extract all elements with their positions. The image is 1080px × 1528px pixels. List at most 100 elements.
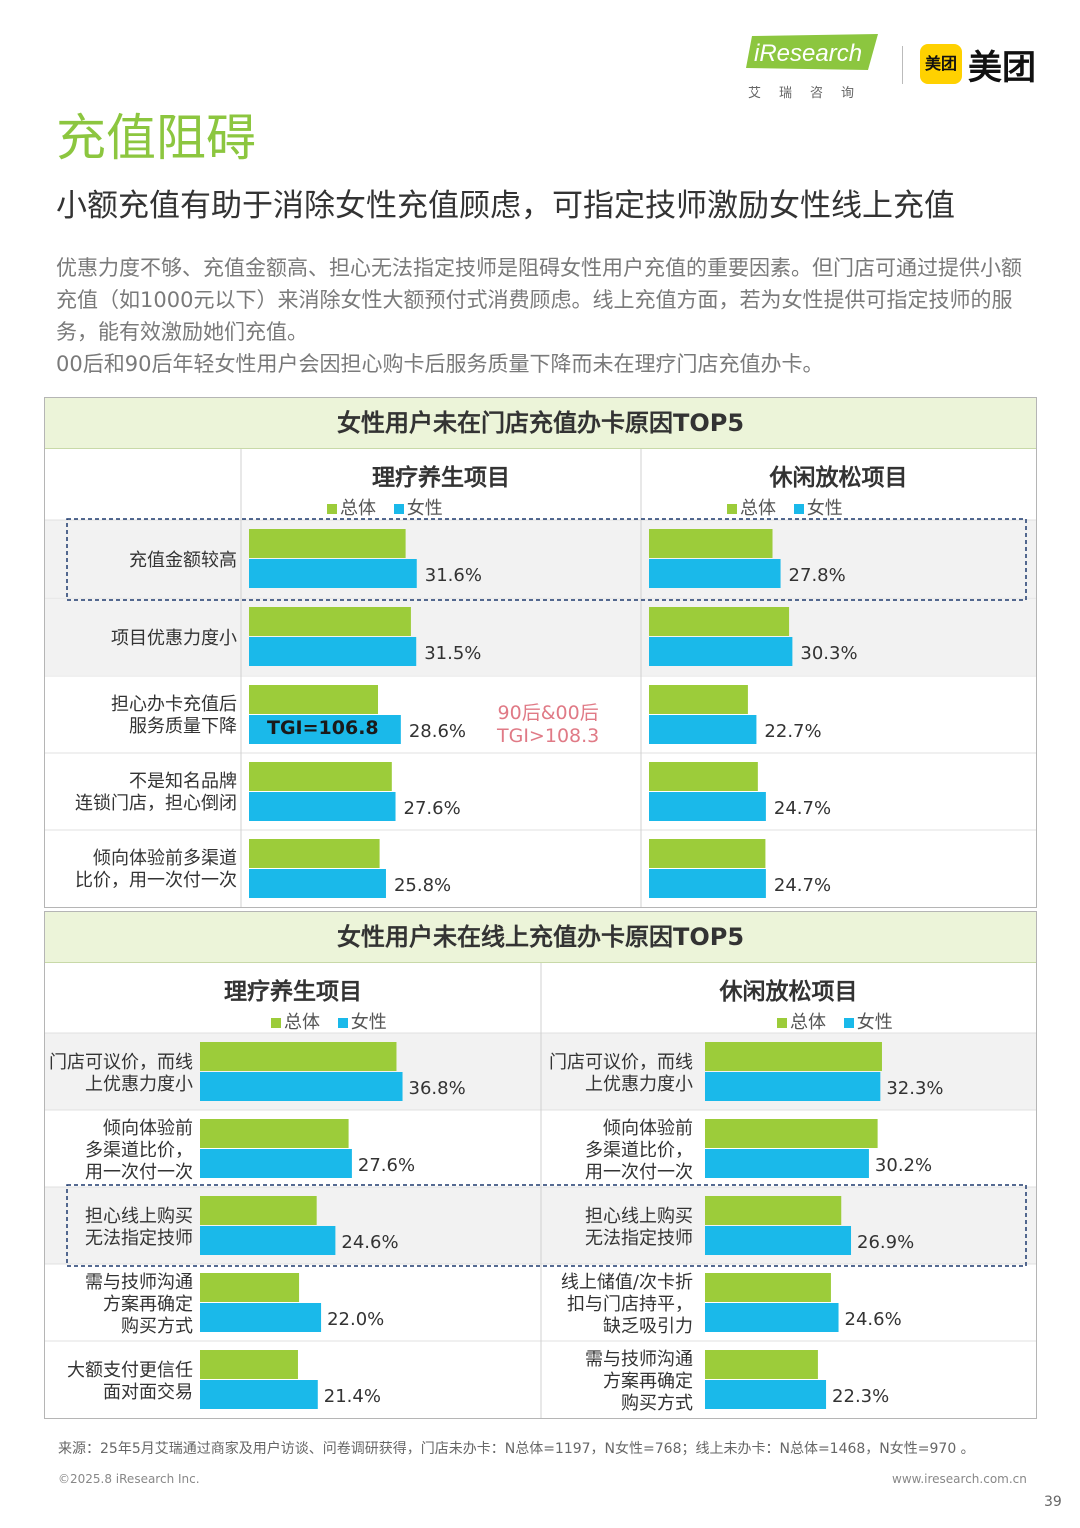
bar-female	[705, 1226, 852, 1255]
bar-female	[249, 559, 417, 588]
highlight-box	[66, 1184, 1027, 1267]
bar-overall	[649, 839, 766, 868]
logo-divider	[902, 46, 903, 84]
legend-label-female: 女性	[406, 498, 443, 519]
bar-overall	[200, 1273, 300, 1302]
chart-store-col-head-1: 理疗养生项目	[372, 465, 510, 491]
online-right-label-5: 需与技师沟通 方案再确定 购买方式	[585, 1349, 693, 1414]
bar-female	[200, 1303, 322, 1332]
online-right-label-4: 线上储值/次卡折 扣与门店持平， 缺乏吸引力	[560, 1272, 693, 1337]
data-label: 36.8%	[409, 1078, 466, 1099]
store-row-label-1: 充值金额较高	[129, 550, 237, 571]
bar-overall	[200, 1196, 317, 1225]
body-paragraph-2: 00后和90后年轻女性用户会因担心购卡后服务质量下降而未在理疗门店充值办卡。	[56, 352, 824, 376]
data-label: 22.3%	[832, 1386, 889, 1407]
chart-store-title: 女性用户未在门店充值办卡原因TOP5	[45, 398, 1036, 449]
data-label: 28.6%	[409, 721, 466, 742]
online-left-label-2: 倾向体验前 多渠道比价， 用一次付一次	[85, 1118, 193, 1183]
legend-swatch-overall	[271, 1018, 281, 1028]
legend-label-female: 女性	[350, 1012, 387, 1033]
bar-female	[705, 1303, 839, 1332]
bar-overall	[649, 685, 748, 714]
bar-female	[649, 792, 766, 821]
legend-swatch-female	[793, 504, 804, 514]
data-label: 26.9%	[857, 1232, 914, 1253]
data-label: 21.4%	[324, 1386, 381, 1407]
store-row-label-3: 担心办卡充值后 服务质量下降	[111, 694, 237, 737]
bar-female	[200, 1380, 318, 1409]
bar-female	[705, 1072, 881, 1101]
data-label: 25.8%	[394, 875, 451, 896]
bar-overall	[200, 1119, 349, 1148]
meituan-logo-text: 美团	[968, 48, 1036, 88]
store-row-label-2: 项目优惠力度小	[111, 628, 237, 649]
chart-online-col-head-2: 休闲放松项目	[719, 979, 858, 1005]
bar-overall	[649, 529, 773, 558]
age-tgi-note: 90后&00后 TGI>108.3	[497, 702, 600, 747]
store-row-bg	[45, 753, 1036, 830]
bar-female	[649, 559, 781, 588]
bar-female	[649, 869, 766, 898]
legend-label-overall: 总体	[790, 1012, 826, 1033]
data-label: 24.7%	[774, 875, 831, 896]
data-label: 31.6%	[425, 565, 482, 586]
tgi-annotation: TGI=106.8	[267, 717, 379, 739]
bar-overall	[249, 529, 406, 558]
legend-swatch-overall	[727, 504, 737, 514]
store-row-bg	[45, 830, 1036, 907]
data-label: 24.6%	[341, 1232, 398, 1253]
data-label: 30.3%	[800, 643, 857, 664]
bar-female	[249, 637, 417, 666]
data-label: 32.3%	[886, 1078, 943, 1099]
page-subtitle: 小额充值有助于消除女性充值顾虑，可指定技师激励女性线上充值	[56, 188, 955, 224]
online-right-label-2: 倾向体验前 多渠道比价， 用一次付一次	[585, 1118, 693, 1183]
store-row-label-5: 倾向体验前多渠道 比价，用一次付一次	[75, 848, 237, 891]
online-left-label-4: 需与技师沟通 方案再确定 购买方式	[85, 1272, 193, 1337]
bar-overall	[249, 685, 379, 714]
data-label: 27.6%	[358, 1155, 415, 1176]
bar-overall	[705, 1273, 831, 1302]
legend-label-female: 女性	[856, 1012, 893, 1033]
legend-label-overall: 总体	[740, 498, 776, 519]
bar-overall	[649, 607, 790, 636]
chart-store-legend-1: 总体 女性	[327, 494, 443, 520]
data-label: 27.8%	[789, 565, 846, 586]
legend-label-overall: 总体	[284, 1012, 320, 1033]
bar-overall	[649, 762, 758, 791]
page-title: 充值阻碍	[56, 109, 256, 167]
bar-overall	[249, 762, 392, 791]
online-right-label-1: 门店可议价，而线 上优惠力度小	[549, 1052, 693, 1095]
bar-female	[249, 792, 396, 821]
bar-overall	[705, 1042, 882, 1071]
chart-online-legend-2: 总体 女性	[777, 1008, 893, 1034]
iresearch-subtitle: 艾瑞咨询	[748, 86, 873, 101]
legend-swatch-female	[393, 504, 404, 514]
data-label: 24.7%	[774, 798, 831, 819]
bar-overall	[200, 1042, 397, 1071]
bar-female	[705, 1149, 869, 1178]
website-link[interactable]: www.iresearch.com.cn	[892, 1472, 1027, 1486]
data-label: 22.0%	[327, 1309, 384, 1330]
bar-overall	[200, 1350, 298, 1379]
chart-online-col-head-1: 理疗养生项目	[224, 979, 362, 1005]
chart-store-panel: 女性用户未在门店充值办卡原因TOP5 理疗养生项目 休闲放松项目 总体 女性 总…	[44, 397, 1037, 908]
bar-female	[200, 1226, 336, 1255]
chart-online-legend-1: 总体 女性	[271, 1008, 387, 1034]
store-row-bg	[45, 598, 1036, 675]
body-text: 优惠力度不够、充值金额高、担心无法指定技师是阻碍女性用户充值的重要因素。但门店可…	[56, 252, 1036, 380]
chart-store-legend-2: 总体 女性	[727, 494, 843, 520]
bar-female	[200, 1072, 403, 1101]
data-label: 31.5%	[424, 643, 481, 664]
legend-label-female: 女性	[806, 498, 843, 519]
data-label: 22.7%	[764, 721, 821, 742]
bar-female	[249, 869, 386, 898]
store-row-label-4: 不是知名品牌 连锁门店，担心倒闭	[75, 771, 237, 814]
svg-text:iResearch: iResearch	[754, 40, 862, 67]
bar-female	[249, 715, 401, 744]
online-left-label-1: 门店可议价，而线 上优惠力度小	[49, 1052, 193, 1095]
bar-overall	[705, 1119, 878, 1148]
online-right-label-3: 担心线上购买 无法指定技师	[585, 1206, 693, 1249]
source-note: 来源：25年5月艾瑞通过商家及用户访谈、问卷调研获得，门店未办卡：N总体=119…	[58, 1441, 975, 1457]
body-paragraph-1: 优惠力度不够、充值金额高、担心无法指定技师是阻碍女性用户充值的重要因素。但门店可…	[56, 256, 1022, 344]
chart-store-svg: 31.6% 31.5% 28.6% 27.6% 25.8% 27.8% 30.3% 22.7%…	[45, 449, 1036, 907]
